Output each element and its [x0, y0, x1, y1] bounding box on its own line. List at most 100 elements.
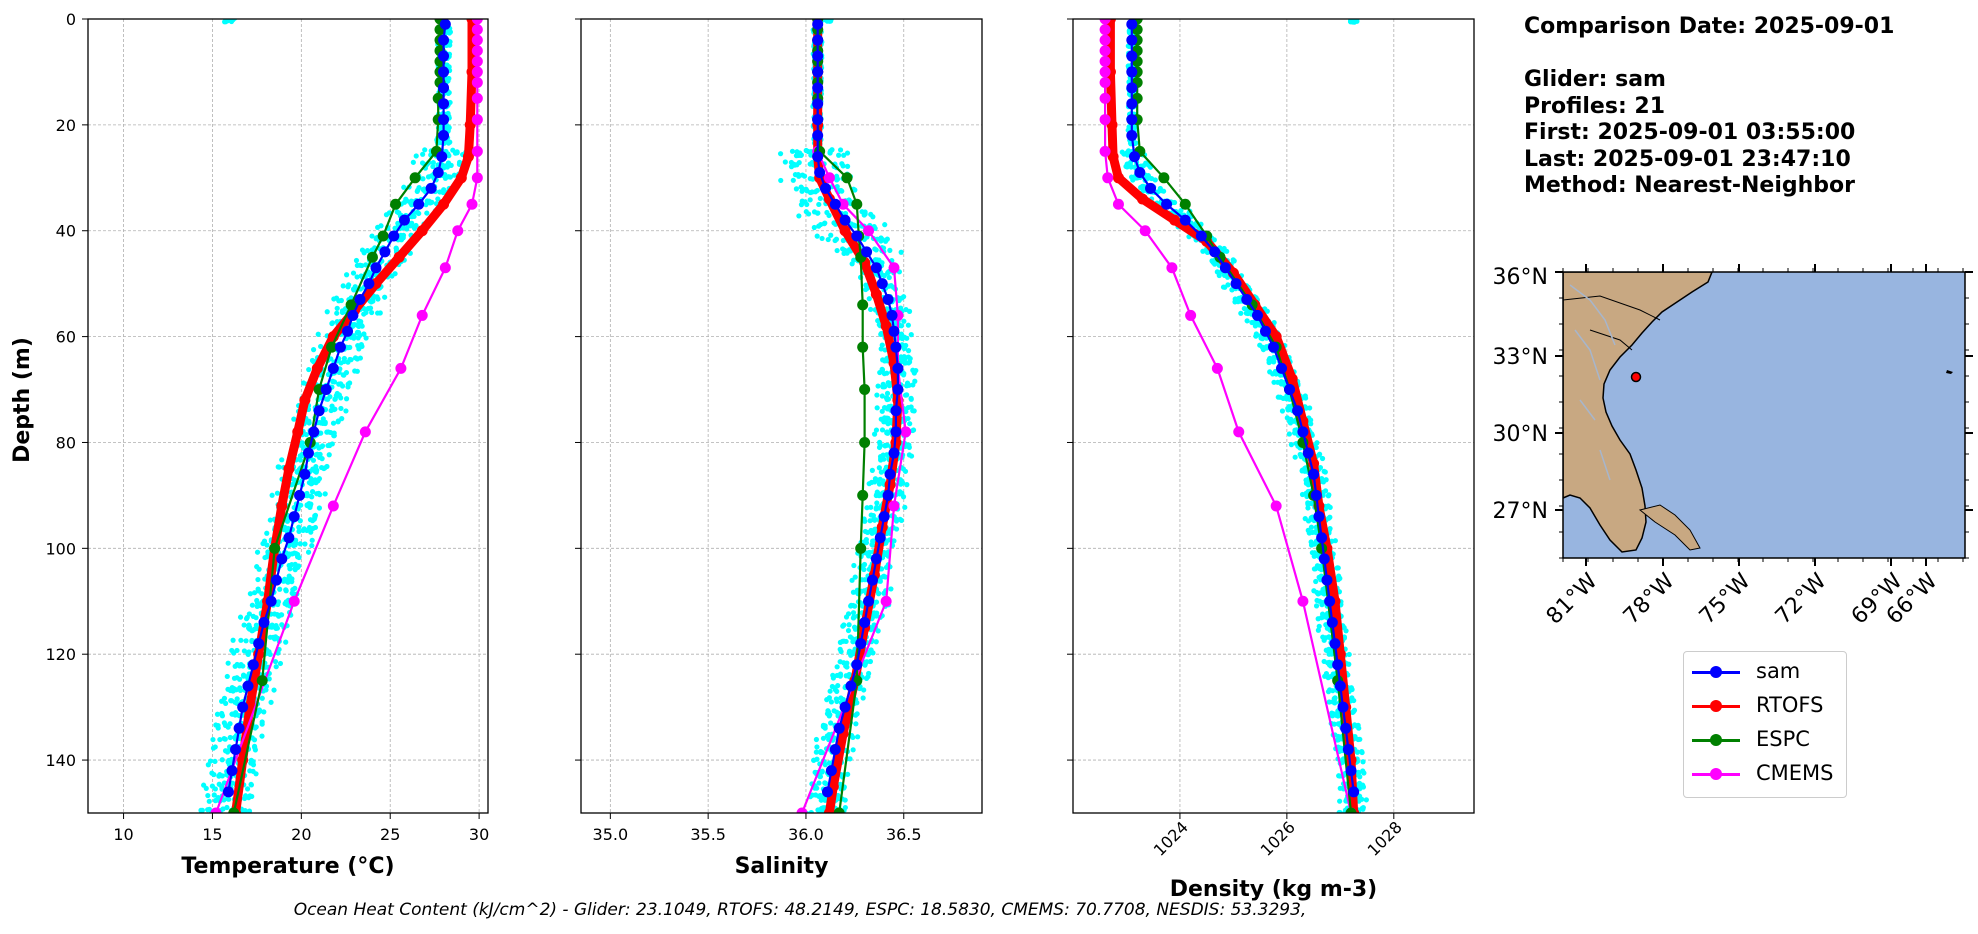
sam-point [398, 214, 410, 226]
glider-point [852, 626, 859, 632]
sam-point [814, 167, 826, 179]
glider-point [264, 530, 270, 536]
glider-point [318, 430, 324, 436]
glider-point [1332, 695, 1338, 701]
glider-point [816, 780, 822, 786]
glider-point [883, 419, 889, 425]
glider-point [259, 733, 265, 739]
glider-point [828, 232, 834, 238]
glider-point [263, 687, 269, 693]
salinity-axis-label: Salinity [735, 854, 829, 879]
glider-point [403, 196, 409, 202]
glider-point [818, 221, 824, 228]
glider-point [910, 367, 916, 373]
glider-point [868, 306, 874, 313]
x-tick-label: 10 [113, 825, 133, 844]
glider-point [210, 745, 217, 751]
glider-point [365, 306, 371, 312]
glider-point [1360, 759, 1366, 765]
glider-point [840, 237, 846, 244]
glider-point [424, 210, 430, 216]
glider-point [1314, 440, 1320, 446]
glider-point [369, 233, 375, 239]
glider-point [422, 147, 428, 153]
glider-point [1327, 514, 1333, 520]
glider-point [820, 735, 827, 741]
cmems-point [880, 595, 892, 607]
sam-point [1310, 489, 1322, 501]
glider-point [807, 197, 813, 203]
glider-point [1309, 550, 1315, 556]
glider-point [1320, 489, 1326, 495]
glider-point [834, 664, 840, 670]
sam-point [438, 34, 450, 46]
rtofs-point [1137, 193, 1149, 205]
glider-point [254, 597, 260, 604]
glider-point [345, 345, 351, 351]
glider-point [243, 793, 249, 799]
cmems-point [1099, 34, 1111, 46]
glider-point [330, 378, 336, 384]
glider-point [1317, 590, 1324, 596]
sam-point [320, 384, 332, 396]
glider-point [851, 257, 857, 263]
sam-point [379, 246, 391, 258]
glider-point [794, 149, 800, 155]
glider-point [829, 683, 835, 690]
glider-point [331, 406, 337, 413]
y-tick-label: 0 [66, 10, 76, 29]
glider-point [410, 159, 416, 165]
glider-point [341, 355, 348, 362]
series-cmems [1099, 19, 1357, 813]
glider-point [846, 648, 853, 654]
rtofs-point [870, 288, 882, 300]
glider-point [225, 660, 231, 666]
glider-point [827, 148, 834, 154]
glider-point [1305, 527, 1311, 533]
glider-point [904, 335, 910, 341]
cmems-point [288, 595, 300, 607]
glider-point [879, 408, 885, 414]
x-tick-label: 15 [202, 825, 222, 844]
glider-point [872, 476, 878, 482]
glider-point [369, 309, 375, 316]
glider-point [863, 540, 870, 546]
depth-axis-label: Depth (m) [10, 337, 35, 463]
glider-point [228, 14, 233, 19]
glider-point [252, 747, 258, 753]
rtofs-point [462, 151, 474, 163]
glider-point [881, 415, 888, 421]
series-sam [812, 19, 904, 798]
glider-point [882, 222, 888, 228]
sam-point [265, 595, 277, 607]
glider-point [240, 808, 246, 813]
glider-point [782, 159, 788, 165]
glider-point [811, 209, 818, 215]
glider-point [849, 577, 855, 583]
cmems-point [1099, 66, 1111, 78]
glider-point [837, 673, 843, 679]
glider-point [224, 804, 230, 811]
glider-point [843, 673, 849, 679]
y-tick-label: 120 [45, 645, 76, 664]
sam-point [1326, 616, 1338, 628]
glider-point [316, 505, 323, 511]
sam-point [1337, 701, 1349, 713]
glider-point [1331, 671, 1337, 677]
glider-point [243, 638, 249, 644]
glider-point [834, 247, 840, 254]
glider-point [280, 578, 286, 584]
glider-point [316, 490, 322, 496]
glider-point [851, 613, 857, 620]
sam-point [1128, 151, 1140, 163]
lat-label: 36°N [1493, 265, 1548, 290]
glider-point [1236, 295, 1242, 302]
glider-point [1316, 623, 1322, 629]
espc-point [841, 172, 853, 184]
glider-point [789, 148, 796, 154]
legend: sam RTOFS ESPC CMEMS [1683, 651, 1847, 798]
espc-line [816, 19, 866, 813]
glider-point [1267, 369, 1273, 375]
glider-point [308, 475, 314, 482]
glider-point [409, 214, 415, 220]
